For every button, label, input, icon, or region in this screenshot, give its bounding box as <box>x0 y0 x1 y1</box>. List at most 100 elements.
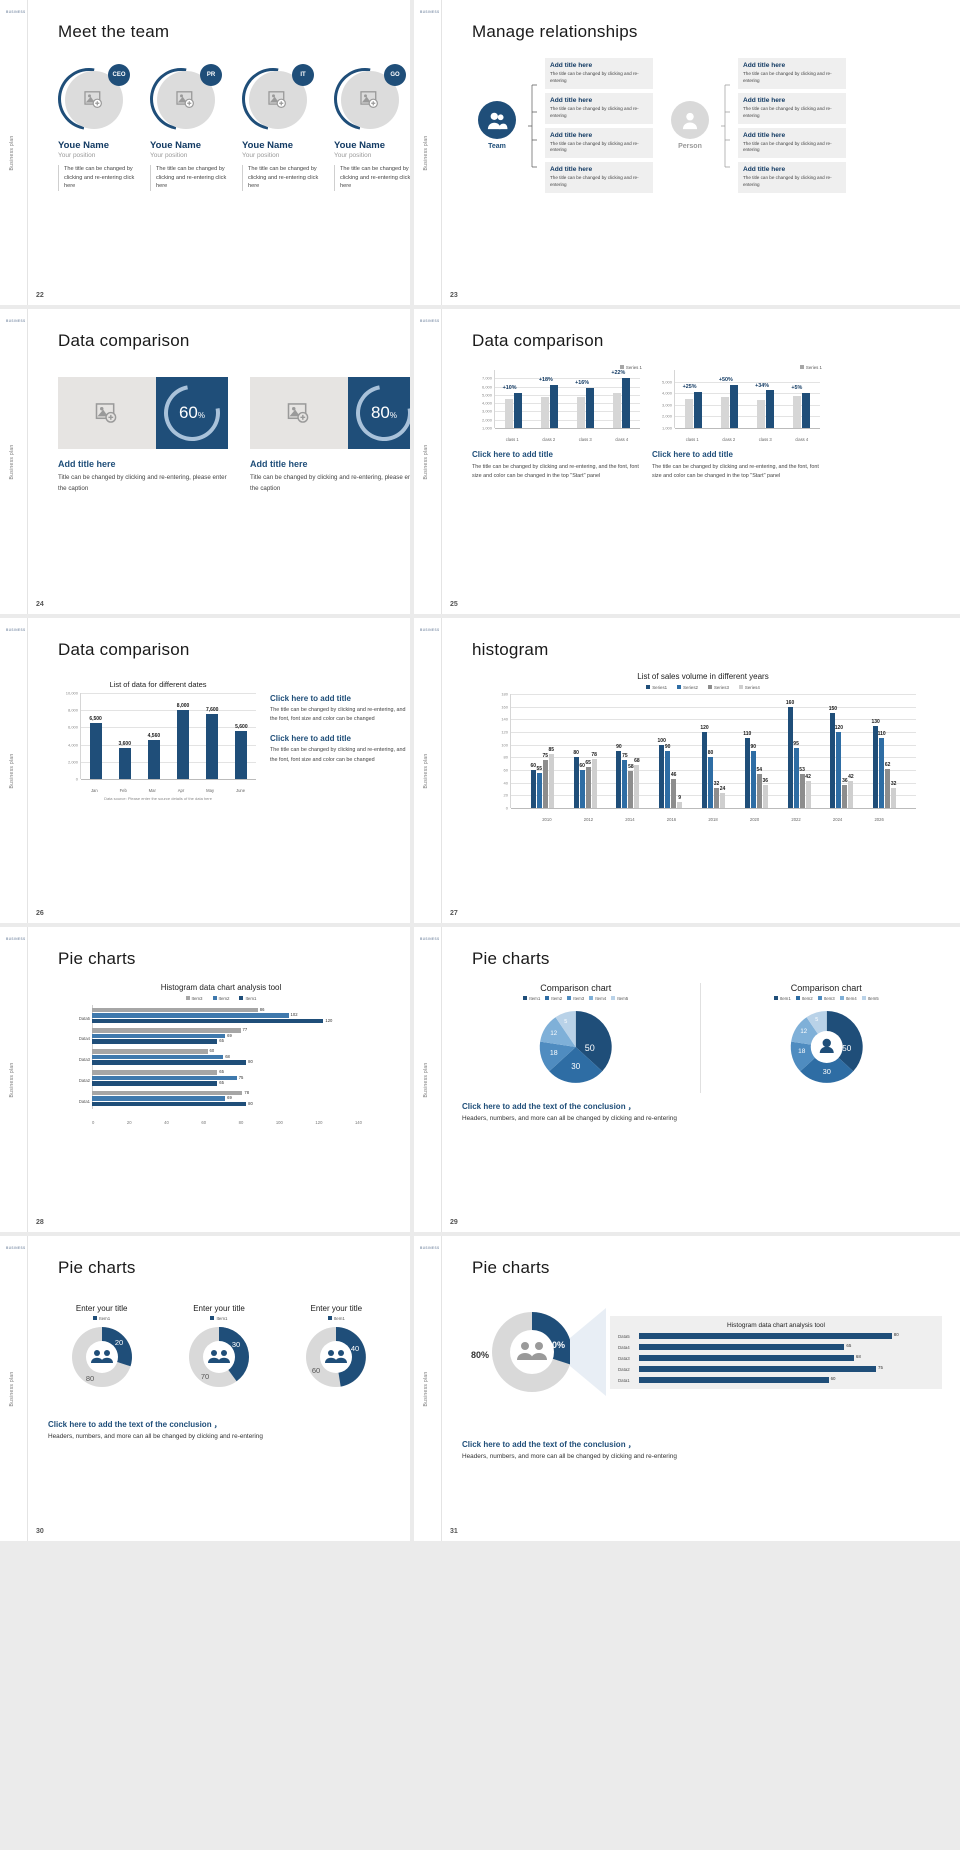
donut-panel: Enter your title Item1 40 60 <box>281 1304 391 1393</box>
donut-chart[interactable]: 30 70 <box>164 1321 274 1393</box>
page-title: Data comparison <box>58 640 190 659</box>
donut-panel: Enter your title Item1 20 80 <box>47 1304 157 1393</box>
card-body: The title can be changed by clicking and… <box>550 140 639 153</box>
rail-vertical-text: Business plan <box>9 443 15 480</box>
slide-24[interactable]: BUSINESS Business plan Data comparison 6… <box>0 309 410 614</box>
slide-31[interactable]: BUSINESS Business plan Pie charts 20% 80… <box>414 1236 960 1541</box>
card-title: Add title here <box>550 96 593 104</box>
photo-placeholder[interactable] <box>157 71 215 129</box>
bar: 86 <box>92 1007 264 1013</box>
slide-rail: BUSINESS Business plan <box>0 927 28 1232</box>
info-card[interactable]: Add title here The title can be changed … <box>738 127 846 159</box>
page-title: Pie charts <box>58 949 136 968</box>
brand-mark: BUSINESS <box>6 319 26 323</box>
slide-22[interactable]: BUSINESS Business plan Meet the team CEO… <box>0 0 410 305</box>
chart-title: Comparison chart <box>540 983 612 993</box>
page-number: 23 <box>450 292 458 299</box>
y-axis: 0 20 40 60 80 100 120 140 160 180 <box>501 691 508 811</box>
info-card[interactable]: Add title here The title can be changed … <box>738 92 846 124</box>
card-title: Add title here <box>743 131 786 139</box>
donut-chart[interactable]: 20% 80% <box>460 1300 610 1405</box>
slide-23[interactable]: BUSINESS Business plan Manage relationsh… <box>414 0 960 305</box>
team-member[interactable]: PR Youe Name Your position The title can… <box>137 55 230 191</box>
bar-value: 8,000 <box>176 703 190 710</box>
slice-label: 50 <box>842 1044 851 1053</box>
donut-chart[interactable]: 20 80 <box>47 1321 157 1393</box>
team-member[interactable]: GO Youe Name Your position The title can… <box>321 55 410 191</box>
card-list-left: Add title here The title can be changed … <box>545 58 653 194</box>
slide-rail: BUSINESS Business plan <box>0 309 28 614</box>
info-card[interactable]: Add title here The title can be changed … <box>545 92 653 124</box>
comparison-card[interactable]: 80% Add title here Title can be changed … <box>250 374 410 494</box>
comparison-card[interactable]: 60% Add title here Title can be changed … <box>58 374 231 494</box>
bar-group: 7,600 <box>206 693 218 779</box>
slice-label: 12 <box>550 1031 557 1037</box>
page-number: 29 <box>450 1219 458 1226</box>
brand-mark: BUSINESS <box>6 937 26 941</box>
donut-chart[interactable]: 50 30 18 12 5 <box>711 1001 943 1093</box>
bar-row: Data4 65 <box>618 1343 852 1350</box>
chart-legend: Item3 Item2 Item1 <box>64 996 378 1001</box>
conclusion-body: Headers, numbers, and more can all be ch… <box>48 1433 263 1440</box>
role-badge: IT <box>292 64 314 86</box>
percent-value: 60% <box>178 403 206 422</box>
team-member[interactable]: IT Youe Name Your position The title can… <box>229 55 322 191</box>
connector-lines-right <box>721 84 730 167</box>
donut-chart[interactable]: 40 60 <box>281 1321 391 1393</box>
donut-title: Enter your title <box>310 1304 363 1313</box>
photo-placeholder[interactable] <box>250 377 348 449</box>
member-name: Youe Name <box>58 140 110 151</box>
chart-title: List of sales volume in different years <box>637 672 769 681</box>
bar: 68 <box>92 1054 230 1060</box>
donut-panel: 20% 80% <box>460 1300 610 1405</box>
info-card[interactable]: Add title here The title can be changed … <box>545 127 653 159</box>
brand-mark: BUSINESS <box>420 628 440 632</box>
slice-label: 5 <box>564 1019 567 1025</box>
info-card[interactable]: Add title here The title can be changed … <box>738 58 846 89</box>
bar: 102 <box>92 1012 298 1018</box>
pie-chart[interactable]: 50 30 18 12 5 <box>460 1001 692 1093</box>
info-card[interactable]: Add title here The title can be changed … <box>738 162 846 194</box>
bar-row: Data5 80 <box>618 1332 899 1339</box>
avatar: GO <box>321 55 409 143</box>
card-body: The title can be changed by clicking and… <box>743 105 832 118</box>
card-title: Add title here <box>550 166 593 174</box>
page-number: 30 <box>36 1528 44 1535</box>
slice-label: 80% <box>471 1350 489 1360</box>
bar: 69 <box>92 1033 232 1039</box>
role-badge: CEO <box>108 64 130 86</box>
bar: 80 <box>639 1332 899 1339</box>
page-number: 31 <box>450 1528 458 1535</box>
card-body: The title can be changed by clicking and… <box>743 140 832 153</box>
slide-rail: BUSINESS Business plan <box>414 309 442 614</box>
slide-rail: BUSINESS Business plan <box>0 618 28 923</box>
photo-placeholder[interactable] <box>58 377 156 449</box>
rail-vertical-text: Business plan <box>423 1370 429 1407</box>
member-name: Youe Name <box>334 140 386 151</box>
card-body: The title can be changed by clicking and… <box>550 71 639 83</box>
slide-28[interactable]: BUSINESS Business plan Pie charts Histog… <box>0 927 410 1232</box>
caption-title: Click here to add title <box>652 450 733 459</box>
hub-team: Team <box>474 101 520 150</box>
info-card[interactable]: Add title here The title can be changed … <box>545 58 653 89</box>
slide-29[interactable]: BUSINESS Business plan Pie charts Compar… <box>414 927 960 1232</box>
slide-30[interactable]: BUSINESS Business plan Pie charts Enter … <box>0 1236 410 1541</box>
person-icon[interactable] <box>671 101 709 140</box>
group-icon <box>90 1350 113 1363</box>
card-body: The title can be changed by clicking and… <box>550 175 639 188</box>
slide-26[interactable]: BUSINESS Business plan Data comparison L… <box>0 618 410 923</box>
team-icon[interactable] <box>478 101 516 140</box>
rail-vertical-text: Business plan <box>9 1370 15 1407</box>
team-member[interactable]: CEO Youe Name Your position The title ca… <box>45 55 138 191</box>
group-icon <box>517 1342 547 1360</box>
slide-25[interactable]: BUSINESS Business plan Data comparison S… <box>414 309 960 614</box>
brand-mark: BUSINESS <box>420 319 440 323</box>
bar-group: Data3 60 68 80 <box>78 1048 253 1065</box>
slide-27[interactable]: BUSINESS Business plan histogram List of… <box>414 618 960 923</box>
card-body: The title can be changed by clicking and… <box>550 105 639 118</box>
bar-group: 8,000 <box>177 693 189 779</box>
page-title: Pie charts <box>58 1258 136 1277</box>
relationship-group-team: Team Add title here The title can be cha… <box>474 58 653 194</box>
slice-label: 30 <box>571 1062 580 1071</box>
info-card[interactable]: Add title here The title can be changed … <box>545 162 653 194</box>
